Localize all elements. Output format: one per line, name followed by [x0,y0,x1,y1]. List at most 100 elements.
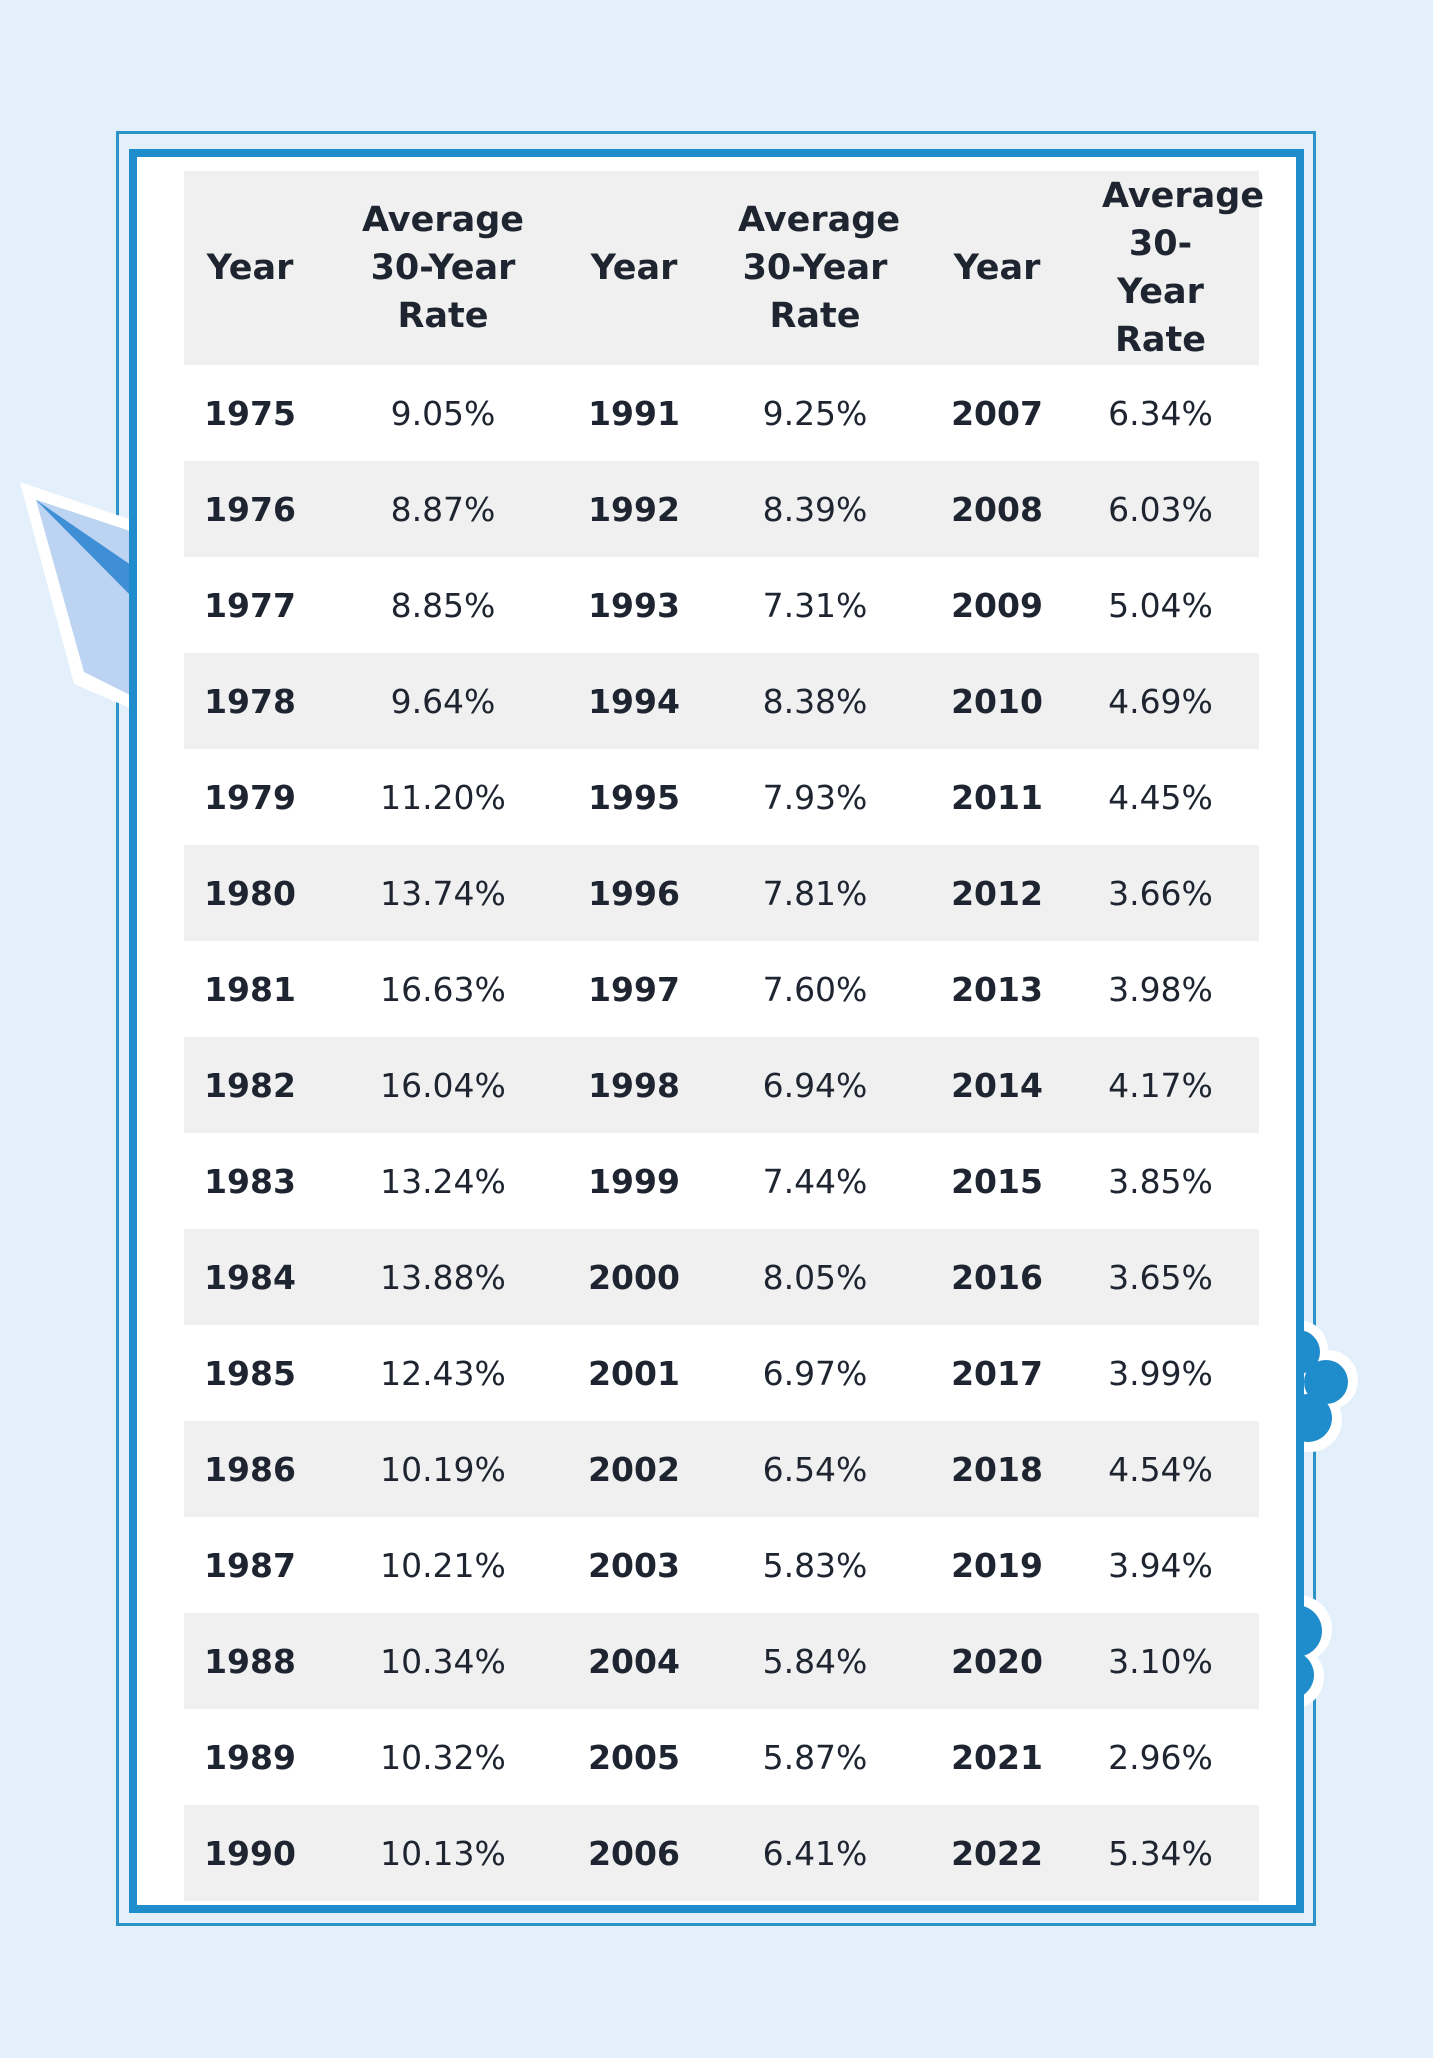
rate-cell: 9.64% [316,653,570,749]
rate-cell: 7.81% [698,845,932,941]
rate-cell: 3.85% [1062,1133,1259,1229]
table-row: 1983 13.24% 1999 7.44% 2015 3.85% [184,1133,1259,1229]
table-row: 1976 8.87% 1992 8.39% 2008 6.03% [184,461,1259,557]
rate-cell: 4.17% [1062,1037,1259,1133]
year-cell: 1997 [570,941,698,1037]
rate-cell: 9.05% [316,365,570,461]
rate-cell: 13.74% [316,845,570,941]
table-row: 1990 10.13% 2006 6.41% 2022 5.34% [184,1805,1259,1901]
rate-cell: 7.31% [698,557,932,653]
table-row: 1989 10.32% 2005 5.87% 2021 2.96% [184,1709,1259,1805]
table-row: 1975 9.05% 1991 9.25% 2007 6.34% [184,365,1259,461]
rate-cell: 10.32% [316,1709,570,1805]
year-cell: 2001 [570,1325,698,1421]
year-cell: 2005 [570,1709,698,1805]
rate-cell: 4.69% [1062,653,1259,749]
year-cell: 2022 [932,1805,1062,1901]
table-row: 1981 16.63% 1997 7.60% 2013 3.98% [184,941,1259,1037]
table-row: 1980 13.74% 1996 7.81% 2012 3.66% [184,845,1259,941]
year-cell: 1991 [570,365,698,461]
rate-cell: 3.65% [1062,1229,1259,1325]
table-row: 1979 11.20% 1995 7.93% 2011 4.45% [184,749,1259,845]
column-header-rate: Average 30-Year Rate [316,171,570,365]
year-cell: 2020 [932,1613,1062,1709]
year-cell: 2008 [932,461,1062,557]
rate-cell: 2.96% [1062,1709,1259,1805]
rate-cell: 10.34% [316,1613,570,1709]
year-cell: 2002 [570,1421,698,1517]
year-cell: 1990 [184,1805,316,1901]
table-row: 1982 16.04% 1998 6.94% 2014 4.17% [184,1037,1259,1133]
rate-cell: 7.93% [698,749,932,845]
rate-cell: 13.24% [316,1133,570,1229]
year-cell: 2007 [932,365,1062,461]
rate-cell: 6.41% [698,1805,932,1901]
column-header-rate: Average 30-Year Rate [698,171,932,365]
header-row: Year Average 30-Year Rate Year Average 30-Y… [184,171,1264,365]
year-cell: 2018 [932,1421,1062,1517]
rate-cell: 16.04% [316,1037,570,1133]
year-cell: 2016 [932,1229,1062,1325]
year-cell: 1980 [184,845,316,941]
rate-cell: 8.87% [316,461,570,557]
outer-frame [116,131,1316,1926]
year-cell: 2013 [932,941,1062,1037]
year-cell: 1985 [184,1325,316,1421]
rate-cell: 3.66% [1062,845,1259,941]
rate-cell: 3.10% [1062,1613,1259,1709]
year-cell: 2019 [932,1517,1062,1613]
year-cell: 2021 [932,1709,1062,1805]
year-cell: 2000 [570,1229,698,1325]
rate-cell: 9.25% [698,365,932,461]
year-cell: 1996 [570,845,698,941]
year-cell: 1982 [184,1037,316,1133]
rate-cell: 5.87% [698,1709,932,1805]
rate-cell: 16.63% [316,941,570,1037]
year-cell: 2015 [932,1133,1062,1229]
year-cell: 2009 [932,557,1062,653]
rate-cell: 6.03% [1062,461,1259,557]
year-cell: 1981 [184,941,316,1037]
year-cell: 2006 [570,1805,698,1901]
column-header-year: Year [184,171,316,365]
year-cell: 1976 [184,461,316,557]
table-row: 1978 9.64% 1994 8.38% 2010 4.69% [184,653,1259,749]
year-cell: 1986 [184,1421,316,1517]
rate-cell: 6.34% [1062,365,1259,461]
year-cell: 1988 [184,1613,316,1709]
rate-cell: 7.44% [698,1133,932,1229]
rate-cell: 10.21% [316,1517,570,1613]
year-cell: 2004 [570,1613,698,1709]
rate-cell: 5.83% [698,1517,932,1613]
column-header-year: Year [932,171,1062,365]
rate-cell: 8.85% [316,557,570,653]
year-cell: 1992 [570,461,698,557]
year-cell: 2012 [932,845,1062,941]
year-cell: 2010 [932,653,1062,749]
rate-cell: 3.99% [1062,1325,1259,1421]
rate-cell: 6.97% [698,1325,932,1421]
table-row: 1985 12.43% 2001 6.97% 2017 3.99% [184,1325,1259,1421]
rate-cell: 13.88% [316,1229,570,1325]
rate-cell: 6.54% [698,1421,932,1517]
rate-cell: 8.39% [698,461,932,557]
year-cell: 1987 [184,1517,316,1613]
year-cell: 1984 [184,1229,316,1325]
rate-cell: 8.38% [698,653,932,749]
year-cell: 1979 [184,749,316,845]
rate-cell: 3.98% [1062,941,1259,1037]
rate-cell: 10.13% [316,1805,570,1901]
year-cell: 2017 [932,1325,1062,1421]
mortgage-rate-table: Year Average 30-Year Rate Year Average 30-Y… [184,171,1264,1901]
rate-cell: 5.34% [1062,1805,1259,1901]
rate-cell: 5.04% [1062,557,1259,653]
year-cell: 1983 [184,1133,316,1229]
year-cell: 1978 [184,653,316,749]
table-row: 1987 10.21% 2003 5.83% 2019 3.94% [184,1517,1259,1613]
rate-cell: 11.20% [316,749,570,845]
year-cell: 1993 [570,557,698,653]
rate-cell: 8.05% [698,1229,932,1325]
year-cell: 2011 [932,749,1062,845]
year-cell: 1994 [570,653,698,749]
column-header-rate: Average 30-Year Rate [1062,171,1264,365]
